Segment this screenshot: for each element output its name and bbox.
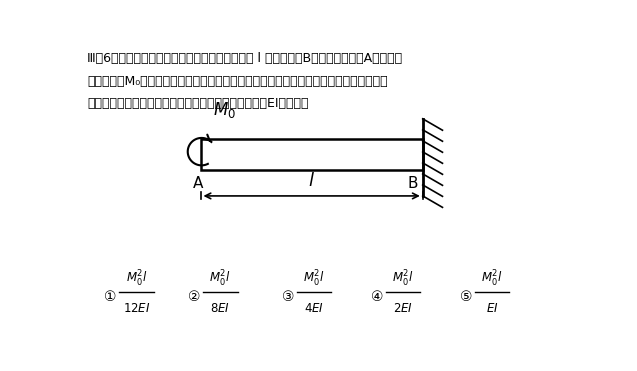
Text: $M_0^2 l$: $M_0^2 l$ [303,269,325,289]
Text: $12EI$: $12EI$ [123,302,150,315]
Text: $M_0^2 l$: $M_0^2 l$ [481,269,503,289]
Text: ①: ① [104,290,117,304]
Text: ④: ④ [371,290,383,304]
Text: A: A [193,176,203,191]
Text: Ⅲ－6　下図に示すように，一様断面を持つ長さ l のはりが，B端で固定され，A端に集中: Ⅲ－6 下図に示すように，一様断面を持つ長さ l のはりが，B端で固定され，A端… [87,52,402,65]
Text: ③: ③ [282,290,294,304]
Text: $l$: $l$ [308,172,315,190]
Text: ⑤: ⑤ [460,290,472,304]
Text: $M_0^2 l$: $M_0^2 l$ [125,269,147,289]
Text: モーメントM₀が作用している。このとき，はり全体に蓄えられるひずみエネルギーとし: モーメントM₀が作用している。このとき，はり全体に蓄えられるひずみエネルギーとし [87,75,388,88]
Text: $M_0^2 l$: $M_0^2 l$ [392,269,414,289]
Text: $EI$: $EI$ [485,302,498,315]
Bar [201,139,423,170]
Text: $M_0^2 l$: $M_0^2 l$ [210,269,231,289]
Text: $2EI$: $2EI$ [393,302,413,315]
Text: ②: ② [189,290,201,304]
Text: B: B [408,176,418,191]
Text: て，適切なものはどれか。ただし，はりの曲げ剛性をEIとする。: て，適切なものはどれか。ただし，はりの曲げ剛性をEIとする。 [87,97,308,110]
Text: $M_0$: $M_0$ [213,100,236,120]
Text: $4EI$: $4EI$ [304,302,324,315]
Text: $8EI$: $8EI$ [210,302,231,315]
